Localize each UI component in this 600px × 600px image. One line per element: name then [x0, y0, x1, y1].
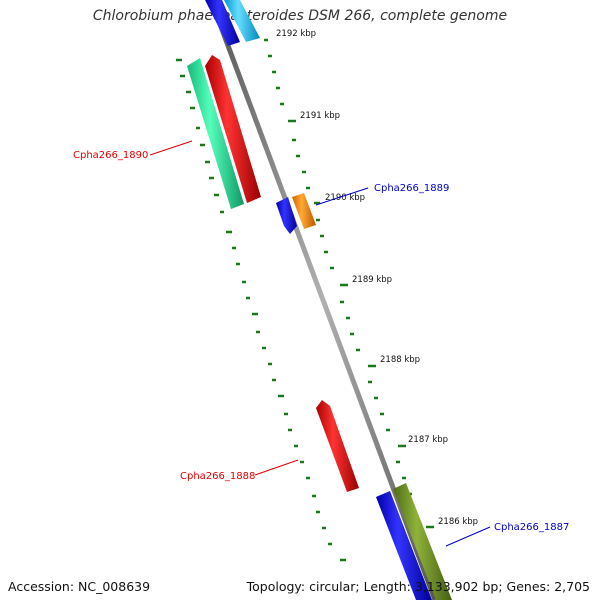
tick-label: 2187 kbp [408, 435, 448, 445]
accession-text: Accession: NC_008639 [8, 579, 151, 594]
leader-line-1889 [315, 187, 369, 206]
tick-label: 2190 kbp [325, 193, 365, 203]
tick-label: 2191 kbp [300, 111, 340, 121]
gene-label-cpha266-1890[interactable]: Cpha266_1890 [73, 150, 148, 161]
gene-label-cpha266-1887[interactable]: Cpha266_1887 [494, 522, 569, 533]
gene-cpha266-1889-blue[interactable] [276, 197, 297, 234]
gene-cpha266-1888-red[interactable] [316, 400, 359, 492]
gene-cpha266-1889-orange[interactable] [292, 193, 316, 229]
tick-label: 2192 kbp [276, 29, 316, 39]
leader-line-1887 [445, 526, 491, 547]
gene-blue-top[interactable] [205, 0, 240, 46]
gene-cpha266-1887-olive[interactable] [393, 483, 452, 600]
tick-label: 2189 kbp [352, 275, 392, 285]
gene-label-cpha266-1888[interactable]: Cpha266_1888 [180, 471, 255, 482]
right-tick-track [264, 38, 434, 544]
gene-cyan-top[interactable] [224, 0, 260, 42]
leader-line-1890 [149, 140, 193, 156]
topology-text: Topology: circular; Length: 3,133,902 bp… [246, 579, 590, 594]
tick-label: 2188 kbp [380, 355, 420, 365]
tick-label: 2186 kbp [438, 517, 478, 527]
gene-label-cpha266-1889[interactable]: Cpha266_1889 [374, 183, 449, 194]
left-tick-track [176, 58, 346, 562]
gene-cpha266-1890-green[interactable] [187, 58, 244, 209]
gene-cpha266-1887-blue[interactable] [376, 491, 432, 600]
gene-cpha266-1890-red[interactable] [205, 55, 261, 203]
leader-line-1888 [254, 459, 299, 476]
map-title: Chlorobium phaeobacteroides DSM 266, com… [92, 8, 508, 24]
